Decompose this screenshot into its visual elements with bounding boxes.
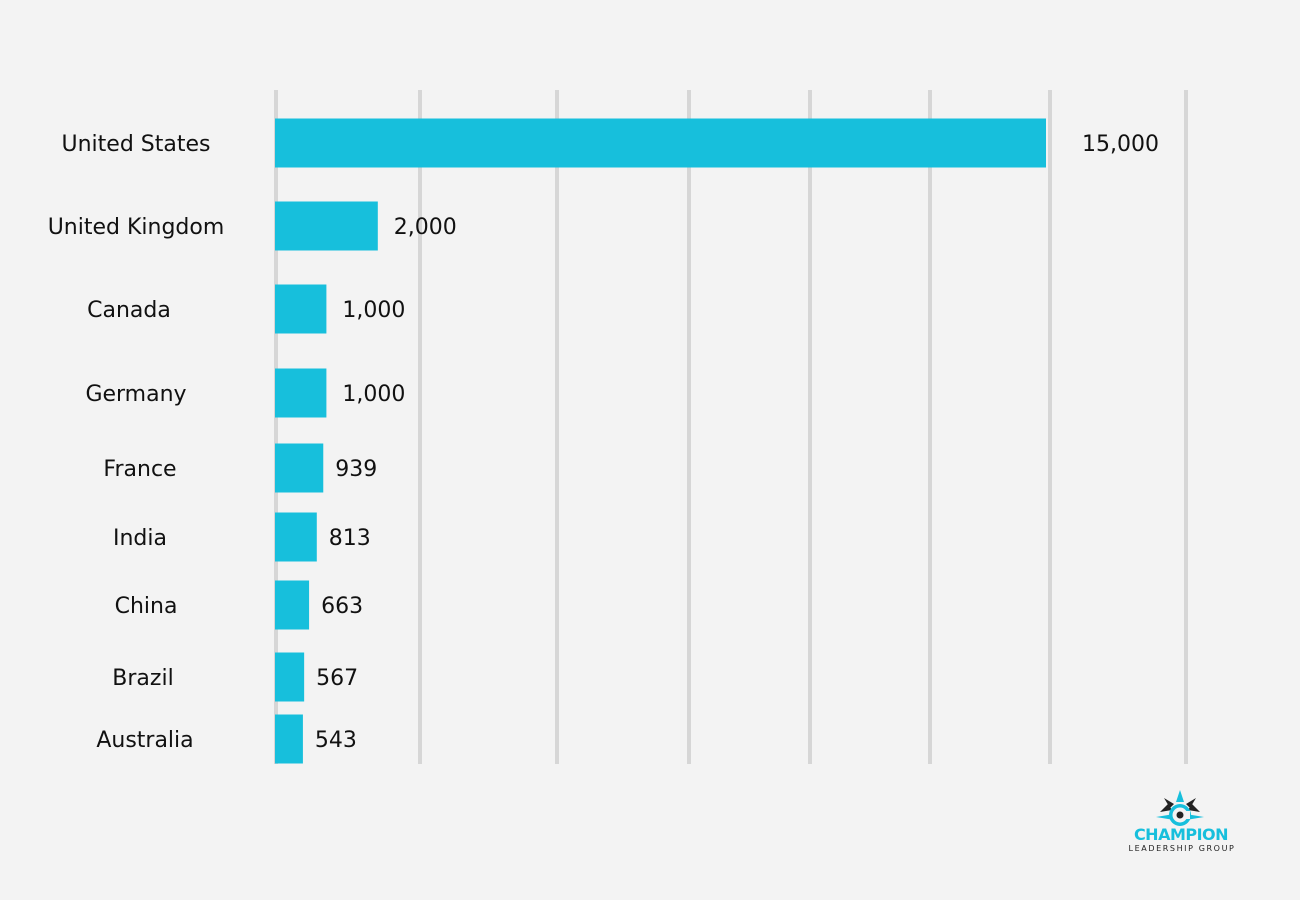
- value-label: 567: [316, 666, 358, 691]
- bar-france: [275, 443, 324, 493]
- value-label: 543: [315, 728, 357, 753]
- gridlines: [274, 90, 1188, 764]
- bars: [275, 118, 1046, 764]
- category-label: United States: [62, 132, 211, 157]
- category-label: France: [103, 457, 176, 482]
- value-label: 939: [335, 457, 377, 482]
- bar-australia: [275, 714, 303, 764]
- value-labels: 15,000 2,000 1,000 1,000 939 813 663 567 543: [315, 132, 1159, 753]
- category-label: Germany: [85, 382, 186, 407]
- bar-united-kingdom: [275, 201, 378, 251]
- logo-subtitle: LEADERSHIP GROUP: [1128, 844, 1236, 853]
- company-logo: CHAMPION LEADERSHIP GROUP: [1112, 790, 1262, 860]
- value-label: 1,000: [342, 382, 405, 407]
- category-label: China: [115, 594, 178, 619]
- category-label: United Kingdom: [48, 215, 225, 240]
- compass-icon: [1156, 790, 1204, 826]
- value-label: 15,000: [1082, 132, 1159, 157]
- category-label: Australia: [96, 728, 193, 753]
- category-label: Brazil: [112, 666, 173, 691]
- category-label: India: [113, 526, 167, 551]
- value-label: 1,000: [342, 298, 405, 323]
- bar-germany: [275, 368, 327, 418]
- value-label: 2,000: [394, 215, 457, 240]
- value-label: 663: [321, 594, 363, 619]
- bar-china: [275, 580, 310, 630]
- bar-brazil: [275, 652, 305, 702]
- bar-india: [275, 512, 317, 562]
- category-labels: United States United Kingdom Canada Germany…: [48, 132, 225, 753]
- bar-united-states: [275, 118, 1046, 168]
- value-label: 813: [329, 526, 371, 551]
- category-label: Canada: [87, 298, 171, 323]
- logo-name: CHAMPION: [1133, 825, 1229, 844]
- bar-canada: [275, 284, 327, 334]
